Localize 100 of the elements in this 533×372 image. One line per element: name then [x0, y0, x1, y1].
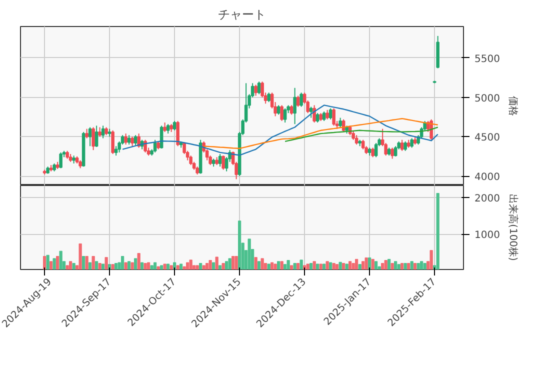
bar	[326, 261, 329, 270]
bar	[156, 266, 160, 270]
bar	[371, 258, 374, 270]
bar	[258, 261, 261, 270]
bar	[144, 262, 147, 270]
bar	[202, 265, 206, 270]
bar	[410, 261, 414, 270]
bar	[78, 243, 82, 270]
bar	[69, 261, 72, 270]
bar	[420, 261, 424, 270]
candlestick	[153, 139, 157, 153]
candlestick	[361, 139, 365, 150]
bar	[319, 264, 322, 270]
bar	[128, 261, 131, 270]
bar	[390, 262, 394, 270]
bar	[170, 265, 173, 270]
candlestick	[371, 147, 374, 158]
bar	[52, 258, 56, 270]
bar	[208, 260, 212, 270]
candlestick	[144, 139, 147, 153]
y-axis-title: 出来高(100株)	[506, 194, 519, 262]
bar	[310, 262, 313, 270]
bar	[121, 256, 124, 270]
candlestick	[352, 130, 355, 140]
bar	[381, 262, 384, 270]
candlestick	[404, 140, 407, 152]
bar	[176, 265, 180, 270]
candlestick	[189, 155, 192, 166]
bar	[277, 261, 280, 270]
bar	[114, 262, 118, 270]
bar	[329, 262, 332, 270]
bar	[130, 262, 134, 270]
candlestick	[400, 139, 404, 152]
bar	[56, 256, 60, 270]
bar	[124, 262, 128, 270]
bar	[342, 262, 346, 270]
bar	[102, 264, 105, 270]
y-axis-title: 価格	[506, 96, 519, 116]
candlestick	[293, 87, 296, 125]
bar	[404, 262, 407, 270]
bar	[300, 260, 303, 270]
bar	[368, 257, 372, 270]
bar	[284, 264, 287, 270]
candlestick	[101, 125, 105, 139]
line-series	[203, 118, 438, 150]
bar	[196, 265, 199, 270]
bar	[336, 264, 339, 270]
candlestick	[332, 108, 336, 126]
bar	[397, 264, 400, 270]
candlestick	[222, 155, 225, 170]
bar	[254, 257, 258, 270]
bar	[43, 256, 46, 270]
bar	[358, 264, 362, 270]
bar	[215, 256, 218, 270]
bar	[248, 238, 251, 270]
bar	[436, 192, 440, 270]
candlestick	[172, 120, 176, 131]
bar	[222, 262, 225, 270]
y-tick-label: 2000	[474, 193, 500, 204]
bar	[232, 256, 235, 270]
bar	[160, 265, 164, 270]
candlestick	[374, 142, 378, 158]
bar	[416, 262, 420, 270]
bar	[407, 262, 410, 270]
bar	[72, 262, 76, 270]
bar	[182, 266, 186, 270]
bar	[332, 262, 336, 270]
bar	[173, 262, 176, 270]
bar	[270, 262, 274, 270]
candlestick	[124, 133, 128, 146]
bar	[147, 262, 150, 270]
bar	[312, 261, 316, 270]
candlestick	[130, 136, 134, 147]
candlestick	[94, 125, 98, 148]
candlestick	[276, 104, 280, 116]
chart-title: チャート	[218, 8, 266, 22]
bar	[199, 262, 202, 270]
bar	[286, 260, 290, 270]
y-tick-label: 4000	[474, 172, 500, 184]
bar	[384, 260, 388, 270]
y-tick-label: 5500	[474, 54, 500, 65]
bar	[322, 264, 326, 270]
candlestick	[338, 117, 342, 128]
bar	[92, 256, 95, 270]
candlestick	[134, 134, 138, 146]
bar	[362, 261, 365, 270]
candlestick	[309, 106, 313, 118]
bar	[134, 258, 138, 270]
bar	[293, 262, 296, 270]
candlestick	[98, 126, 102, 138]
bar	[348, 261, 352, 270]
bar	[88, 262, 92, 270]
bar	[137, 253, 140, 270]
candlestick	[410, 138, 414, 148]
bar	[355, 258, 358, 270]
bar	[423, 262, 426, 270]
candlestick	[163, 122, 166, 132]
candlestick	[328, 108, 332, 120]
bar	[430, 250, 433, 270]
candlestick	[114, 146, 118, 156]
